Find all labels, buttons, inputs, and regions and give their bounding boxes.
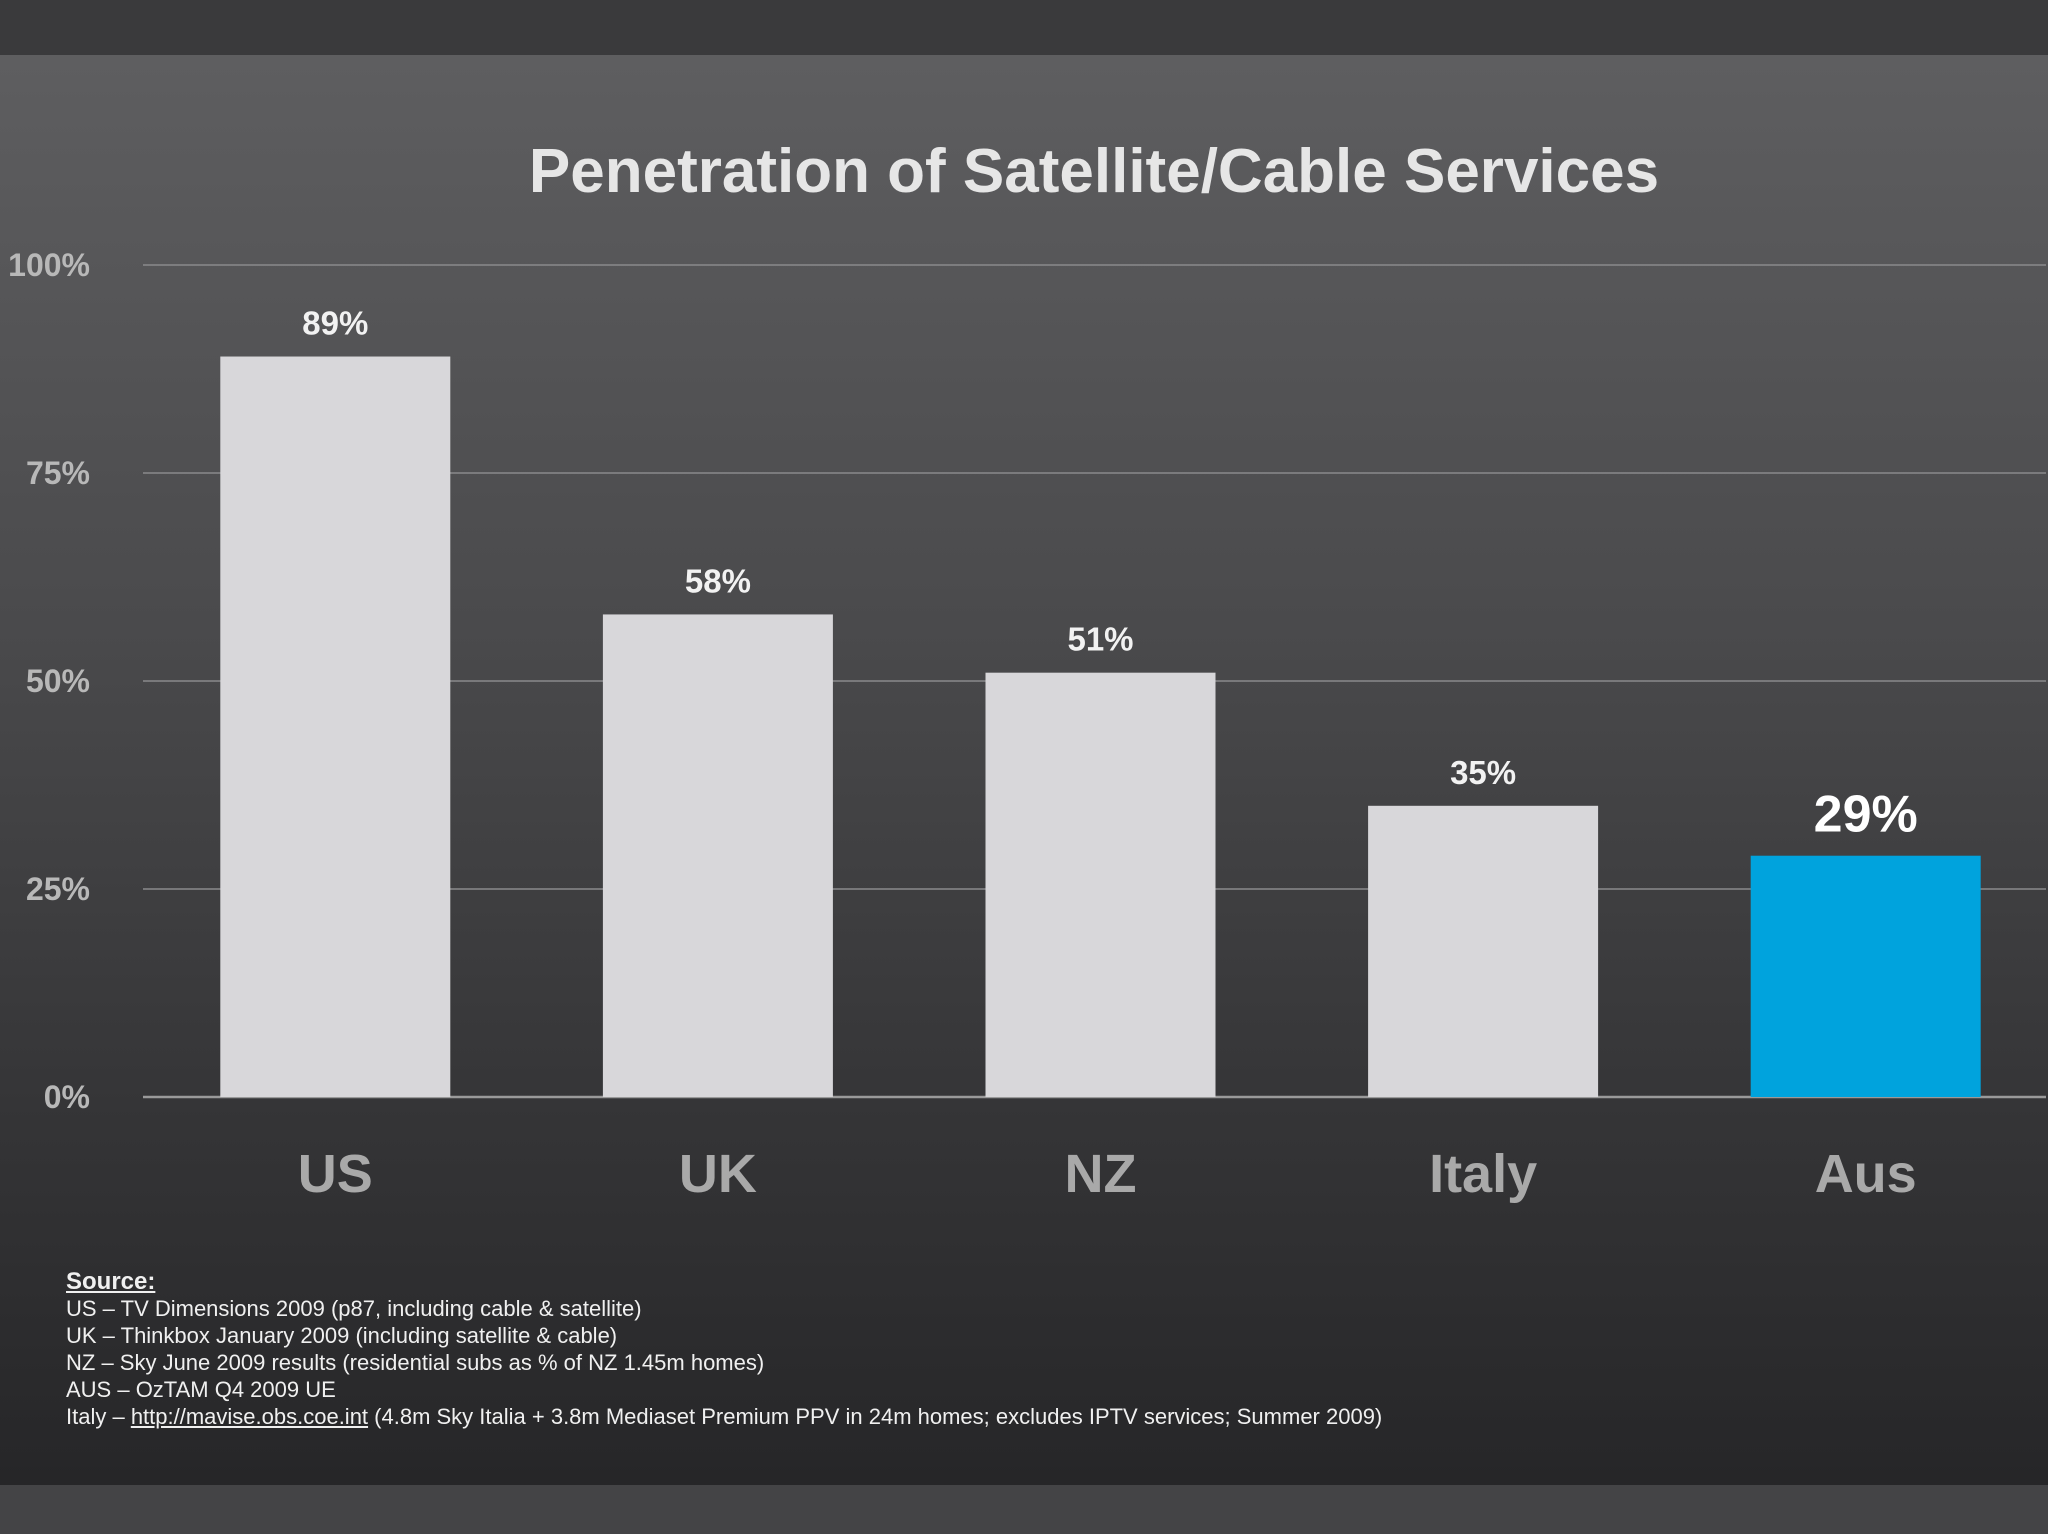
source-italy-link[interactable]: http://mavise.obs.coe.int xyxy=(130,1404,369,1429)
chart-title: Penetration of Satellite/Cable Services xyxy=(529,137,1659,206)
bar-nz xyxy=(985,672,1216,1097)
y-tick-label: 0% xyxy=(44,1079,90,1115)
bar-uk xyxy=(602,614,833,1097)
source-line-us: US – TV Dimensions 2009 (p87, including … xyxy=(66,1296,642,1321)
x-tick-label-nz: NZ xyxy=(1065,1144,1137,1204)
top-band xyxy=(0,0,2048,55)
source-line-uk: UK – Thinkbox January 2009 (including sa… xyxy=(66,1323,618,1348)
bar-us xyxy=(220,356,451,1097)
source-line-aus: AUS – OzTAM Q4 2009 UE xyxy=(66,1377,336,1402)
bar-italy xyxy=(1368,805,1599,1097)
source-title: Source: xyxy=(66,1268,156,1295)
source-line-italy: Italy – http://mavise.obs.coe.int (4.8m … xyxy=(66,1403,1966,1430)
data-label-us: 89% xyxy=(302,305,368,342)
x-tick-label-aus: Aus xyxy=(1815,1144,1917,1204)
x-tick-label-italy: Italy xyxy=(1429,1144,1537,1204)
data-label-uk: 58% xyxy=(685,562,751,599)
y-tick-label: 25% xyxy=(26,871,90,907)
bottom-band xyxy=(0,1485,2048,1534)
y-tick-label: 100% xyxy=(8,247,90,283)
source-notes: Source: US – TV Dimensions 2009 (p87, in… xyxy=(66,1268,1966,1430)
source-italy-text: (4.8m Sky Italia + 3.8m Mediaset Premium… xyxy=(368,1404,1383,1429)
x-tick-label-us: US xyxy=(298,1144,373,1204)
source-italy-prefix: Italy – xyxy=(66,1404,131,1429)
data-label-aus: 29% xyxy=(1814,786,1918,844)
x-tick-label-uk: UK xyxy=(679,1144,757,1204)
y-tick-label: 50% xyxy=(26,663,90,699)
source-line-nz: NZ – Sky June 2009 results (residential … xyxy=(66,1350,765,1375)
data-label-nz: 51% xyxy=(1067,621,1133,658)
data-label-italy: 35% xyxy=(1450,754,1516,791)
bar-aus xyxy=(1750,855,1981,1097)
y-tick-label: 75% xyxy=(26,455,90,491)
